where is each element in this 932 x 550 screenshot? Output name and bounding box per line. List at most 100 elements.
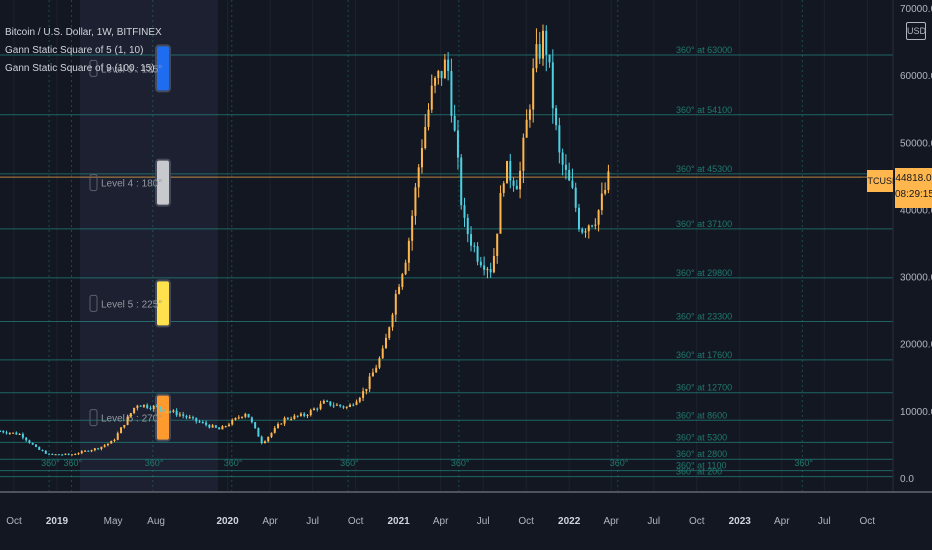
candle-body xyxy=(313,408,316,411)
candle-body xyxy=(568,169,571,181)
candle-body xyxy=(244,413,247,417)
candle-body xyxy=(339,404,342,407)
gann-level-label: 360° at 5300 xyxy=(676,432,727,442)
candle-body xyxy=(404,262,407,275)
candle-body xyxy=(28,440,31,443)
candle-body xyxy=(561,152,564,165)
candle-body xyxy=(152,405,155,409)
candle-body xyxy=(424,126,427,149)
x-tick-label: 2023 xyxy=(729,516,752,527)
candle-body xyxy=(355,401,358,405)
symbol-title: Bitcoin / U.S. Dollar, 1W, BITFINEX xyxy=(5,27,162,38)
level-checkbox xyxy=(89,294,98,312)
candle-body xyxy=(257,428,260,437)
candle-body xyxy=(0,431,1,432)
candle-body xyxy=(254,422,257,429)
candle-body xyxy=(247,413,250,418)
level-checkbox xyxy=(89,174,98,192)
level-label: Level 6 : 270° xyxy=(101,414,162,425)
candle-body xyxy=(352,404,355,406)
candle-body xyxy=(139,405,142,407)
candle-body xyxy=(450,71,453,116)
candle-body xyxy=(401,274,404,287)
candle-body xyxy=(15,432,18,435)
candle-body xyxy=(286,417,289,420)
candle-body xyxy=(61,454,64,456)
candle-body xyxy=(25,437,28,441)
candle-body xyxy=(237,417,240,419)
candle-body xyxy=(473,245,476,247)
candle-body xyxy=(591,225,594,227)
gann-level-label: 360° at 1100 xyxy=(676,461,726,471)
candle-body xyxy=(277,423,280,428)
candle-body xyxy=(90,450,93,452)
candle-body xyxy=(162,409,165,412)
candle-body xyxy=(8,432,11,434)
level-color-box xyxy=(155,279,171,328)
cycle-marker-label: 360° xyxy=(145,458,164,468)
candle-body xyxy=(430,85,433,110)
x-tick-label: Oct xyxy=(860,516,876,527)
candle-body xyxy=(31,442,34,445)
candle-body xyxy=(182,414,185,416)
candle-body xyxy=(34,444,37,447)
candle-body xyxy=(388,327,391,338)
candle-body xyxy=(309,410,312,416)
candle-body xyxy=(198,421,201,423)
candle-body xyxy=(48,453,51,455)
indicator-square-of-5[interactable]: Gann Static Square of 5 (1, 10) xyxy=(5,45,144,56)
candle-body xyxy=(349,404,352,407)
candle-body xyxy=(463,205,466,218)
candle-body xyxy=(51,453,54,455)
gann-level-label: 360° at 45300 xyxy=(676,164,732,174)
candle-body xyxy=(597,210,600,225)
candle-body xyxy=(600,193,603,211)
candle-body xyxy=(80,451,83,454)
level-color-box xyxy=(155,393,171,442)
candle-body xyxy=(133,407,136,414)
candle-body xyxy=(329,401,332,406)
candle-body xyxy=(499,192,502,234)
candle-body xyxy=(273,427,276,433)
candle-body xyxy=(414,187,417,216)
cycle-marker-label: 360° xyxy=(794,458,813,468)
candle-body xyxy=(489,269,492,273)
candle-body xyxy=(231,419,234,425)
x-tick-label: May xyxy=(104,516,123,527)
candle-body xyxy=(535,44,538,69)
price-unit-label[interactable]: USD xyxy=(906,22,926,40)
cycle-marker-label: 360° xyxy=(451,458,470,468)
candle-body xyxy=(574,187,577,208)
x-tick-label: Oct xyxy=(518,516,534,527)
candle-body xyxy=(541,30,544,59)
cycle-marker-label: 360° xyxy=(610,458,629,468)
candle-body xyxy=(522,137,525,171)
candle-body xyxy=(434,77,437,86)
candle-body xyxy=(120,427,123,434)
candle-body xyxy=(303,413,306,416)
candle-body xyxy=(214,425,217,428)
candle-body xyxy=(126,416,129,425)
y-tick-label: 50000.0 xyxy=(900,138,932,149)
gann-level-label: 360° at 23300 xyxy=(676,312,732,322)
candle-body xyxy=(548,54,551,63)
candle-body xyxy=(100,446,103,450)
candle-body xyxy=(195,417,198,422)
candle-body xyxy=(365,388,368,392)
candle-body xyxy=(375,367,378,373)
candle-body xyxy=(116,433,119,440)
candle-body xyxy=(319,403,322,409)
indicator-square-of-9[interactable]: Gann Static Square of 9 (100, 15) xyxy=(5,63,155,74)
candle-body xyxy=(571,180,574,188)
y-tick-label: 70000.0 xyxy=(900,4,932,15)
x-tick-label: Oct xyxy=(689,516,705,527)
candle-body xyxy=(2,431,5,433)
candle-body xyxy=(496,233,499,256)
cycle-marker-label: 360° xyxy=(63,458,82,468)
candle-body xyxy=(178,414,181,416)
x-tick-label: 2020 xyxy=(216,516,239,527)
candle-body xyxy=(555,108,558,126)
candle-body xyxy=(103,445,106,447)
candle-body xyxy=(169,411,172,413)
